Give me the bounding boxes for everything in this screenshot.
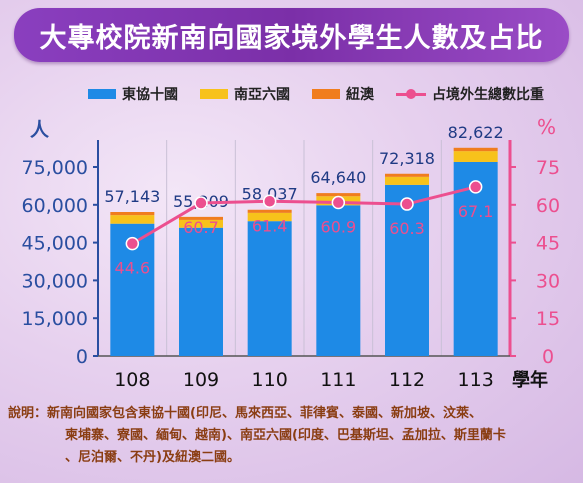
y-axis-left-unit: 人	[30, 119, 50, 141]
share-point	[194, 196, 208, 210]
y-tick-label-left: 45,000	[22, 233, 88, 255]
bar-south-asia	[247, 212, 292, 222]
legend-line-marker	[396, 89, 426, 99]
share-point	[262, 194, 277, 209]
y-axis-right-unit: %	[537, 115, 556, 139]
bar-asean	[179, 227, 223, 356]
bar-south-asia	[110, 215, 155, 224]
bar-south-asia	[385, 176, 429, 185]
bar-total-label: 57,143	[104, 187, 160, 206]
share-point	[331, 195, 346, 210]
footnote: 說明：新南向國家包含東協十國(印尼、馬來西亞、菲律賓、泰國、新加坡、汶萊、 柬埔…	[8, 403, 578, 469]
bar-total-label: 82,622	[448, 123, 504, 142]
legend: 東協十國 南亞六國 紐澳 占境外生總數比重	[88, 84, 566, 104]
bar-south-asia	[453, 151, 498, 162]
share-label: 61.4	[252, 216, 288, 235]
share-label: 60.9	[321, 218, 357, 237]
bar-asean	[453, 161, 498, 356]
share-label: 67.1	[458, 202, 494, 221]
chart-title: 大專校院新南向國家境外學生人數及占比	[39, 22, 544, 54]
legend-item-south-asia: 南亞六國	[200, 84, 290, 104]
x-tick-label: 112	[389, 369, 425, 391]
share-label: 44.6	[115, 259, 151, 278]
share-line	[131, 185, 477, 245]
x-tick-label: 111	[320, 369, 356, 391]
legend-swatch-south-asia	[200, 89, 228, 99]
legend-label-south-asia: 南亞六國	[234, 87, 290, 103]
bar-anz	[247, 209, 292, 213]
bar-total-label: 58,037	[242, 185, 298, 204]
bar-anz	[316, 193, 361, 197]
y-tick-label-left: 15,000	[22, 308, 88, 330]
bar-anz	[110, 211, 155, 216]
x-tick-label: 109	[183, 369, 219, 391]
footnote-line-2: 柬埔寨、寮國、緬甸、越南)、南亞六國(印度、巴基斯坦、孟加拉、斯里蘭卡	[65, 428, 506, 443]
legend-item-share: 占境外生總數比重	[396, 84, 544, 104]
bar-anz	[179, 216, 223, 220]
x-tick-label: 110	[252, 369, 288, 391]
share-label: 60.3	[389, 219, 425, 238]
legend-swatch-asean	[88, 89, 116, 99]
bar-anz	[453, 147, 498, 152]
x-axis-label: 學年	[512, 369, 548, 391]
footnote-line-1: 說明：新南向國家包含東協十國(印尼、馬來西亞、菲律賓、泰國、新加坡、汶萊、	[8, 406, 482, 421]
y-tick-label-left: 60,000	[22, 195, 88, 217]
x-tick-label: 113	[458, 369, 494, 391]
bar-asean	[247, 221, 292, 356]
bar-south-asia	[179, 219, 223, 228]
share-point	[400, 197, 414, 211]
share-point	[468, 180, 483, 194]
y-tick-label-left: 0	[76, 346, 88, 368]
y-tick-label-right: 15	[536, 308, 560, 330]
bar-asean	[316, 205, 361, 356]
y-tick-label-right: 45	[536, 233, 560, 255]
bar-total-label: 72,318	[379, 149, 435, 168]
y-tick-label-right: 0	[542, 346, 554, 368]
y-tick-label-right: 60	[536, 195, 560, 217]
y-tick-label-right: 75	[536, 157, 560, 179]
x-tick-label: 108	[114, 369, 150, 391]
y-tick-label-right: 30	[536, 270, 560, 292]
footnote-line-3: 、尼泊爾、不丹)及紐澳二國。	[65, 450, 240, 465]
y-tick-label-left: 75,000	[22, 157, 88, 179]
legend-label-anz: 紐澳	[346, 87, 374, 103]
legend-item-anz: 紐澳	[312, 84, 374, 104]
bar-anz	[385, 173, 429, 177]
legend-item-asean: 東協十國	[88, 84, 178, 104]
share-point	[125, 236, 140, 251]
legend-swatch-anz	[312, 89, 340, 99]
bar-total-label: 64,640	[310, 168, 366, 187]
y-tick-label-left: 30,000	[22, 270, 88, 292]
legend-label-asean: 東協十國	[122, 87, 178, 103]
title-banner: 大專校院新南向國家境外學生人數及占比	[14, 8, 569, 62]
chart-svg: 0 15,000 30,000 45,000 60,000 75,000 0 15 30 45 60…	[22, 115, 561, 391]
share-label: 60.7	[183, 218, 219, 237]
legend-label-share: 占境外生總數比重	[432, 87, 544, 103]
bar-asean	[385, 184, 429, 356]
